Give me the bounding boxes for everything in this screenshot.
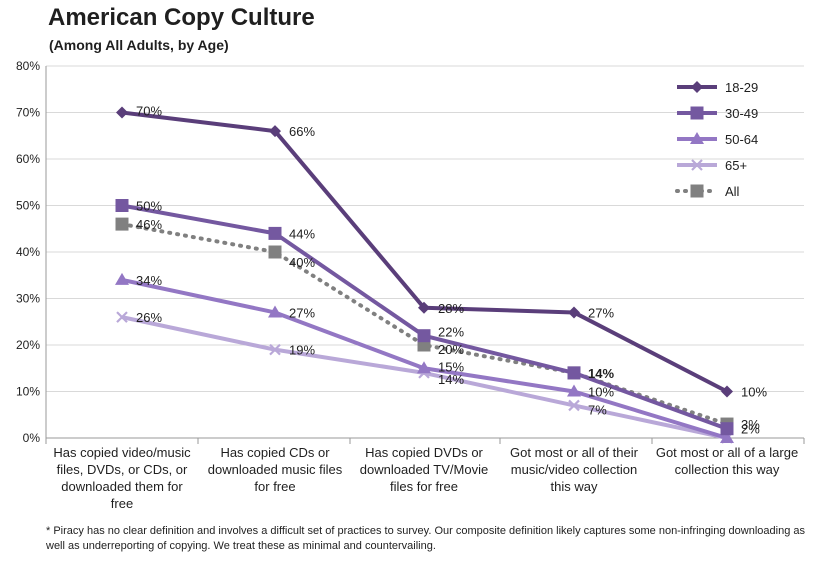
data-point-30-49 [268,226,282,240]
x-category-label-line: this way [551,479,598,494]
legend-label-50-64: 50-64 [725,132,758,147]
x-category-label-line: free [111,496,133,511]
data-label-50-64: 27% [289,305,315,320]
data-label-All: 20% [438,342,464,357]
y-tick-label: 20% [16,338,40,352]
data-label-All: 46% [136,217,162,232]
data-label-30-49: 22% [438,325,464,340]
data-label-All: 14% [588,366,614,381]
data-point-All [268,245,282,259]
data-label-65+: 14% [438,372,464,387]
data-label-18-29: 28% [438,301,464,316]
x-category-label-line: music/video collection [511,462,637,477]
data-point-18-29 [418,301,430,314]
x-category-label: Got most or all of a large collection thi… [656,445,798,477]
data-point-50-64 [115,272,129,285]
data-point-18-29 [116,106,128,119]
data-point-18-29 [721,385,733,398]
x-category-label: Has copied DVDs or downloaded TV/Movie fil… [360,445,488,494]
data-label-30-49: 50% [136,199,162,214]
data-point-30-49 [115,199,129,212]
footnote: * Piracy has no clear definition and inv… [46,525,805,552]
data-label-All: 3% [741,417,760,432]
data-label-30-49: 2% [741,422,760,437]
data-point-30-49 [720,422,734,436]
data-label-50-64: 15% [438,359,464,374]
y-tick-label: 50% [16,199,40,213]
y-tick-label: 30% [16,292,40,306]
x-category-label: Has copied CDs or downloaded music files f… [208,445,343,494]
legend-marker-All [690,184,704,198]
x-category-label-line: collection this way [675,462,780,477]
data-label-65+: 7% [588,402,607,417]
data-label-18-29: 10% [741,385,767,400]
x-category-label-line: Has copied video/music [53,445,191,460]
data-label-30-49: 44% [289,226,315,241]
data-point-65+ [568,399,580,412]
x-category-label-line: Has copied DVDs or [365,445,483,460]
x-category-label-line: downloaded TV/Movie [360,462,488,477]
data-label-18-29: 27% [588,305,614,320]
data-point-30-49 [567,366,581,380]
legend-label-All: All [725,184,740,199]
line-chart: 0% 10% 20% 30% 40% 50% 60% 70% 80% Has copied vid… [16,59,805,511]
y-tick-label: 60% [16,152,40,166]
data-point-All [115,217,129,231]
x-category-label-line: downloaded them for [61,479,183,494]
chart-title: American Copy Culture [48,4,315,31]
x-category-label-line: downloaded music files [208,462,343,477]
data-label-18-29: 66% [289,124,315,139]
legend-marker-18-29 [691,81,703,93]
legend-label-18-29: 18-29 [725,80,758,95]
y-tick-label: 80% [16,59,40,73]
y-tick-label: 10% [16,385,40,399]
data-label-65+: 19% [289,343,315,358]
x-category-label: Has copied video/music files, DVDs, or CD… [53,445,191,511]
data-point-50-64 [720,431,734,443]
data-label-65+: 26% [136,310,162,325]
data-point-18-29 [269,125,281,138]
x-category-label-line: Got most or all of a large [656,445,798,460]
data-label-All: 40% [289,255,315,270]
legend-marker-50-64 [690,132,704,144]
data-point-50-64 [417,361,431,374]
legend-marker-30-49 [690,106,704,120]
series-line-30-49 [121,203,728,431]
chart-subtitle: (Among All Adults, by Age) [49,37,229,53]
data-label-18-29: 70% [136,104,162,119]
data-point-50-64 [268,305,282,318]
y-tick-label: 40% [16,245,40,259]
x-category-label-line: files, DVDs, or CDs, or [57,462,188,477]
legend-label-65+: 65+ [725,158,747,173]
data-point-50-64 [567,384,581,397]
x-category-label-line: files for free [390,479,458,494]
y-tick-label: 70% [16,106,40,120]
x-category-label-line: Got most or all of their [510,445,639,460]
data-point-30-49 [417,329,431,343]
legend-marker-65+ [691,159,703,171]
x-category-label-line: Has copied CDs or [220,445,330,460]
data-point-18-29 [568,306,580,319]
data-label-50-64: 10% [588,385,614,400]
data-label-50-64: 34% [136,273,162,288]
y-tick-label: 0% [23,431,41,445]
data-point-65+ [116,311,128,323]
data-point-65+ [269,343,281,356]
x-category-label-line: for free [254,479,295,494]
legend-label-30-49: 30-49 [725,106,758,121]
x-category-label: Got most or all of their music/video coll… [510,445,639,494]
